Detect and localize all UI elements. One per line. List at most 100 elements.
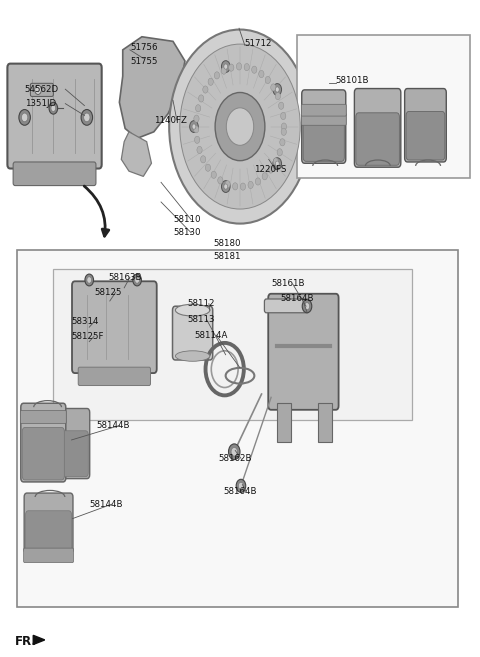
Circle shape <box>85 274 94 286</box>
FancyBboxPatch shape <box>13 162 96 185</box>
Circle shape <box>192 124 196 129</box>
FancyBboxPatch shape <box>72 281 157 373</box>
Ellipse shape <box>175 351 210 361</box>
Circle shape <box>236 480 246 492</box>
FancyBboxPatch shape <box>298 35 470 177</box>
Circle shape <box>169 30 311 223</box>
Circle shape <box>231 447 238 456</box>
Text: 58314: 58314 <box>72 317 99 327</box>
Text: FR.: FR. <box>15 635 37 648</box>
Text: 58101B: 58101B <box>336 76 369 85</box>
Circle shape <box>265 76 270 83</box>
Circle shape <box>252 66 257 74</box>
Text: 58113: 58113 <box>187 315 215 324</box>
Circle shape <box>193 125 199 133</box>
Circle shape <box>304 303 310 310</box>
Circle shape <box>280 139 285 146</box>
Circle shape <box>224 184 228 189</box>
Circle shape <box>133 274 142 286</box>
FancyBboxPatch shape <box>301 114 346 125</box>
Circle shape <box>225 181 230 188</box>
Bar <box>17 250 458 607</box>
Polygon shape <box>121 132 152 176</box>
Circle shape <box>199 95 204 102</box>
Circle shape <box>205 164 211 171</box>
Circle shape <box>208 78 213 85</box>
Ellipse shape <box>175 304 210 316</box>
FancyBboxPatch shape <box>49 409 90 479</box>
Text: 58125F: 58125F <box>72 332 104 341</box>
Circle shape <box>201 156 206 163</box>
Text: 58181: 58181 <box>214 252 241 261</box>
Circle shape <box>239 482 243 489</box>
FancyBboxPatch shape <box>25 510 72 551</box>
Circle shape <box>302 300 312 313</box>
Circle shape <box>226 108 254 145</box>
Circle shape <box>248 181 253 189</box>
Circle shape <box>197 147 202 154</box>
FancyBboxPatch shape <box>7 64 102 169</box>
Circle shape <box>195 104 201 112</box>
FancyBboxPatch shape <box>268 294 338 410</box>
FancyBboxPatch shape <box>302 90 346 164</box>
Circle shape <box>49 102 58 114</box>
Circle shape <box>203 86 208 93</box>
FancyBboxPatch shape <box>354 89 401 168</box>
Circle shape <box>87 277 92 283</box>
Circle shape <box>228 444 240 460</box>
Circle shape <box>214 72 219 79</box>
FancyBboxPatch shape <box>301 104 346 116</box>
Circle shape <box>221 67 227 74</box>
Circle shape <box>81 110 93 125</box>
Circle shape <box>281 123 287 130</box>
Circle shape <box>232 183 238 190</box>
Circle shape <box>218 177 223 184</box>
Text: 58180: 58180 <box>214 238 241 248</box>
Circle shape <box>273 158 282 170</box>
Circle shape <box>22 113 28 122</box>
Circle shape <box>135 277 140 283</box>
FancyBboxPatch shape <box>51 431 88 477</box>
FancyBboxPatch shape <box>78 367 151 386</box>
Text: 51756: 51756 <box>130 43 157 53</box>
Circle shape <box>281 112 286 120</box>
Text: 51755: 51755 <box>130 57 157 66</box>
FancyBboxPatch shape <box>172 306 213 360</box>
FancyBboxPatch shape <box>30 83 53 97</box>
Circle shape <box>240 183 246 190</box>
Text: 58114A: 58114A <box>194 330 228 340</box>
Text: 58162B: 58162B <box>218 454 252 463</box>
FancyBboxPatch shape <box>24 493 73 553</box>
Circle shape <box>273 158 278 165</box>
FancyBboxPatch shape <box>22 428 64 480</box>
FancyBboxPatch shape <box>405 89 446 162</box>
Text: 58161B: 58161B <box>271 279 305 288</box>
Circle shape <box>19 110 30 125</box>
Text: 58130: 58130 <box>173 228 201 237</box>
Circle shape <box>236 63 241 70</box>
Circle shape <box>276 87 279 92</box>
Text: 58144B: 58144B <box>89 500 123 509</box>
Circle shape <box>84 113 90 122</box>
Circle shape <box>275 93 280 100</box>
Circle shape <box>259 70 264 78</box>
Text: 58144B: 58144B <box>96 421 130 430</box>
Circle shape <box>211 171 216 179</box>
Circle shape <box>215 93 265 161</box>
Circle shape <box>221 60 230 72</box>
FancyBboxPatch shape <box>20 411 66 424</box>
FancyBboxPatch shape <box>303 113 344 162</box>
Circle shape <box>271 84 276 91</box>
Circle shape <box>194 115 199 122</box>
Circle shape <box>281 128 287 135</box>
Circle shape <box>262 173 267 180</box>
FancyBboxPatch shape <box>406 112 445 160</box>
FancyBboxPatch shape <box>21 403 66 482</box>
FancyBboxPatch shape <box>24 548 73 562</box>
Circle shape <box>277 148 282 156</box>
Text: 58163B: 58163B <box>108 273 142 282</box>
Bar <box>277 403 291 442</box>
Text: 58112: 58112 <box>187 299 215 308</box>
Circle shape <box>180 44 300 209</box>
FancyBboxPatch shape <box>264 299 309 313</box>
